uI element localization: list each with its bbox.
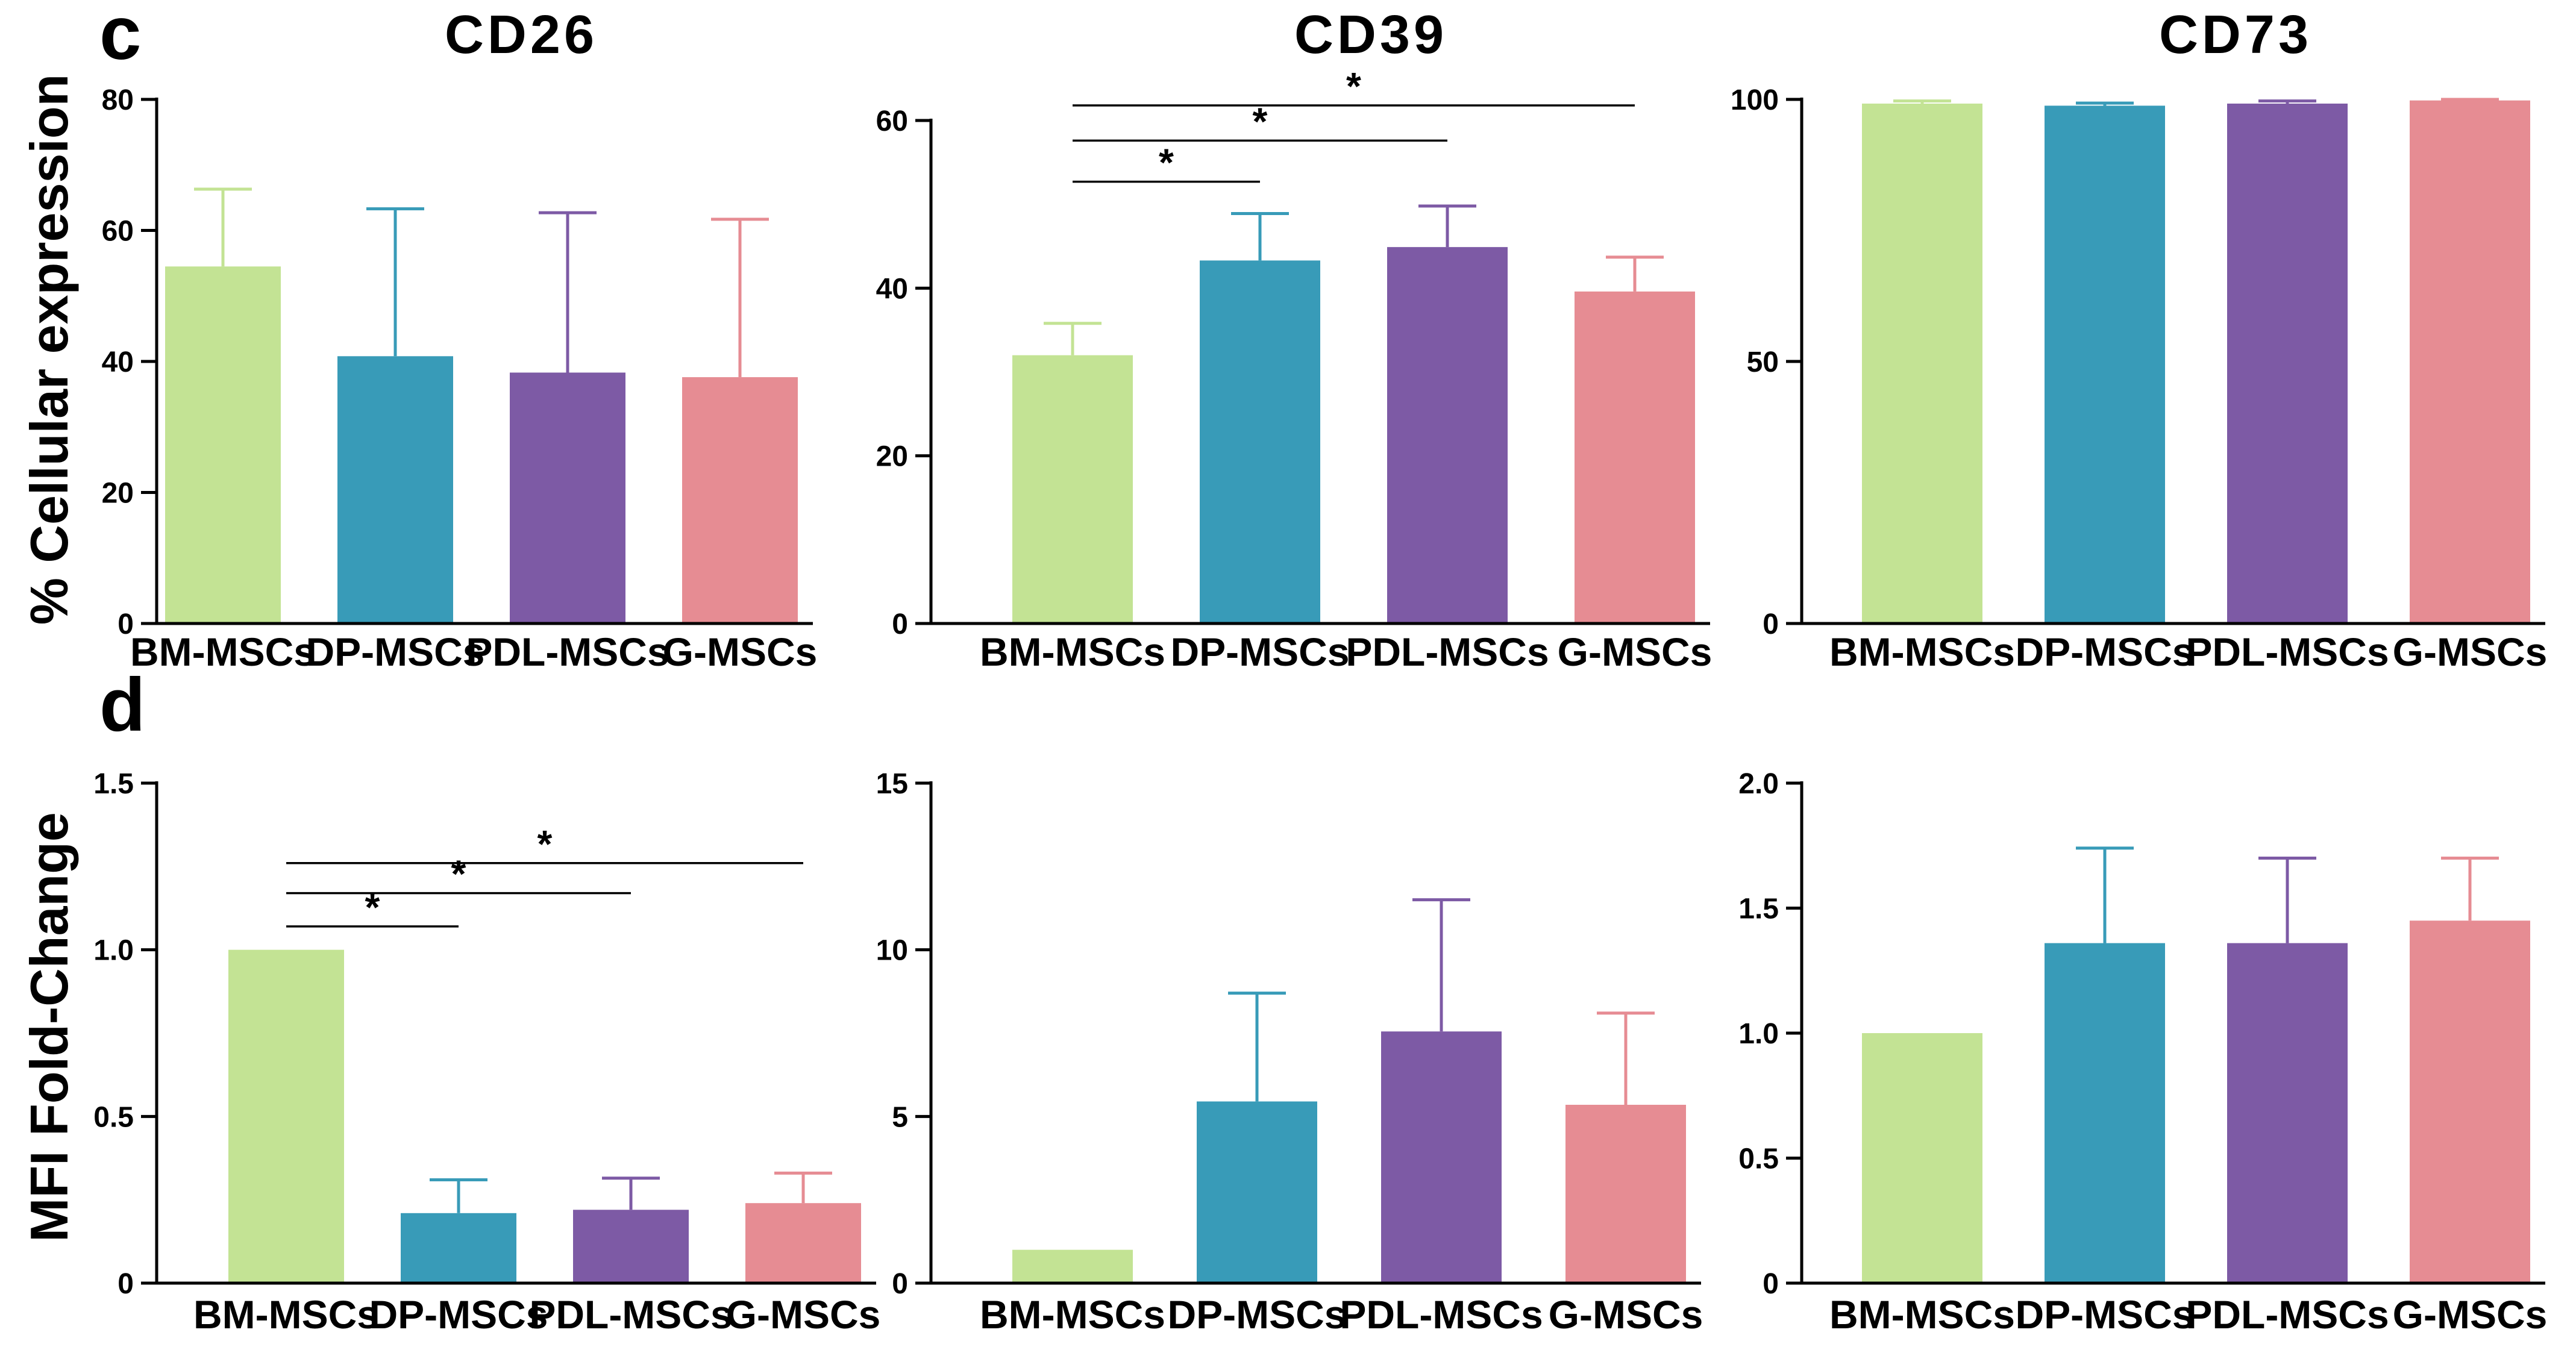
y-tick-label: 2.0 (1738, 768, 1779, 800)
y-tick-label: 100 (1731, 84, 1779, 116)
bar-g-mscs (1575, 291, 1695, 623)
bar-bm-mscs (1862, 1033, 1982, 1283)
bar-bm-mscs (1862, 103, 1982, 623)
bar-bm-mscs (165, 266, 281, 623)
x-tick-label: PDL-MSCs (1340, 1292, 1543, 1337)
y-tick-label: 40 (102, 346, 134, 378)
significance-star: * (1159, 141, 1174, 184)
bar-pdl-mscs (573, 1210, 689, 1283)
y-tick-label: 0.5 (1738, 1143, 1779, 1175)
y-tick-label: 0 (1763, 608, 1779, 640)
bar-dp-mscs (1200, 260, 1320, 623)
x-tick-label: PDL-MSCs (529, 1292, 732, 1337)
x-tick-label: G-MSCs (1558, 630, 1713, 674)
y-tick-label: 60 (102, 216, 134, 248)
significance-star: * (1253, 99, 1268, 143)
bar-dp-mscs (2045, 105, 2165, 623)
title-cd39: CD39 (1294, 5, 1447, 65)
x-tick-label: G-MSCs (726, 1292, 881, 1337)
panel-label-c: c (99, 0, 142, 75)
x-tick-label: DP-MSCs (369, 1292, 548, 1337)
x-tick-label: G-MSCs (2393, 1292, 2548, 1337)
y-tick-label: 50 (1747, 346, 1779, 378)
x-tick-label: BM-MSCs (980, 630, 1165, 674)
y-tick-label: 20 (102, 478, 134, 510)
y-tick-label: 0 (892, 608, 908, 640)
bar-dp-mscs (401, 1213, 516, 1283)
x-tick-label: BM-MSCs (193, 1292, 379, 1337)
y-tick-label: 5 (892, 1101, 908, 1133)
bar-g-mscs (2410, 920, 2530, 1283)
x-tick-label: G-MSCs (1549, 1292, 1703, 1337)
x-tick-label: PDL-MSCs (1346, 630, 1549, 674)
y-tick-label: 0 (892, 1268, 908, 1300)
bar-dp-mscs (337, 356, 453, 623)
x-tick-label: PDL-MSCs (2186, 630, 2389, 674)
bar-bm-mscs (1012, 1249, 1133, 1283)
significance-star: * (451, 852, 466, 896)
bar-pdl-mscs (1381, 1031, 1502, 1283)
y-tick-label: 0.5 (93, 1101, 134, 1133)
y-tick-label: 40 (876, 273, 908, 305)
y-tick-label: 10 (876, 935, 908, 967)
x-tick-label: G-MSCs (663, 630, 818, 674)
bar-bm-mscs (1012, 355, 1133, 623)
title-cd26: CD26 (445, 5, 598, 65)
bar-g-mscs (682, 377, 798, 623)
bar-pdl-mscs (2227, 103, 2348, 623)
y-tick-label: 1.0 (93, 935, 134, 967)
y-tick-label: 80 (102, 84, 134, 116)
x-tick-label: PDL-MSCs (2186, 1292, 2389, 1337)
bar-g-mscs (2410, 100, 2530, 624)
bar-pdl-mscs (1387, 247, 1508, 623)
bar-g-mscs (745, 1203, 861, 1283)
x-tick-label: BM-MSCs (1829, 1292, 2015, 1337)
x-tick-label: DP-MSCs (2015, 630, 2194, 674)
panel-label-d: d (99, 663, 145, 747)
y-tick-label: 1.5 (1738, 893, 1779, 925)
y-tick-label: 0 (118, 1268, 134, 1300)
y-tick-label: 0 (118, 608, 134, 640)
x-tick-label: BM-MSCs (980, 1292, 1165, 1337)
x-tick-label: BM-MSCs (130, 630, 316, 674)
y-axis-label-row2: MFI Fold-Change (19, 812, 79, 1242)
x-tick-label: DP-MSCs (1167, 1292, 1346, 1337)
significance-star: * (365, 886, 380, 929)
x-tick-label: G-MSCs (2393, 630, 2548, 674)
bar-g-mscs (1565, 1104, 1686, 1283)
x-tick-label: DP-MSCs (306, 630, 484, 674)
y-tick-label: 60 (876, 105, 908, 137)
bar-pdl-mscs (2227, 943, 2348, 1283)
y-tick-label: 20 (876, 441, 908, 473)
x-tick-label: DP-MSCs (1170, 630, 1349, 674)
bar-bm-mscs (228, 949, 344, 1283)
significance-star: * (1346, 64, 1361, 108)
x-tick-label: BM-MSCs (1829, 630, 2015, 674)
y-tick-label: 1.0 (1738, 1018, 1779, 1050)
bar-pdl-mscs (510, 372, 625, 623)
x-tick-label: DP-MSCs (2015, 1292, 2194, 1337)
significance-star: * (537, 822, 553, 866)
bar-dp-mscs (2045, 943, 2165, 1283)
y-tick-label: 1.5 (93, 768, 134, 800)
x-tick-label: PDL-MSCs (466, 630, 669, 674)
y-axis-label-row1: % Cellular expression (19, 74, 79, 625)
y-tick-label: 15 (876, 768, 908, 800)
bar-dp-mscs (1197, 1101, 1317, 1283)
title-cd73: CD73 (2159, 5, 2312, 65)
y-tick-label: 0 (1763, 1268, 1779, 1300)
